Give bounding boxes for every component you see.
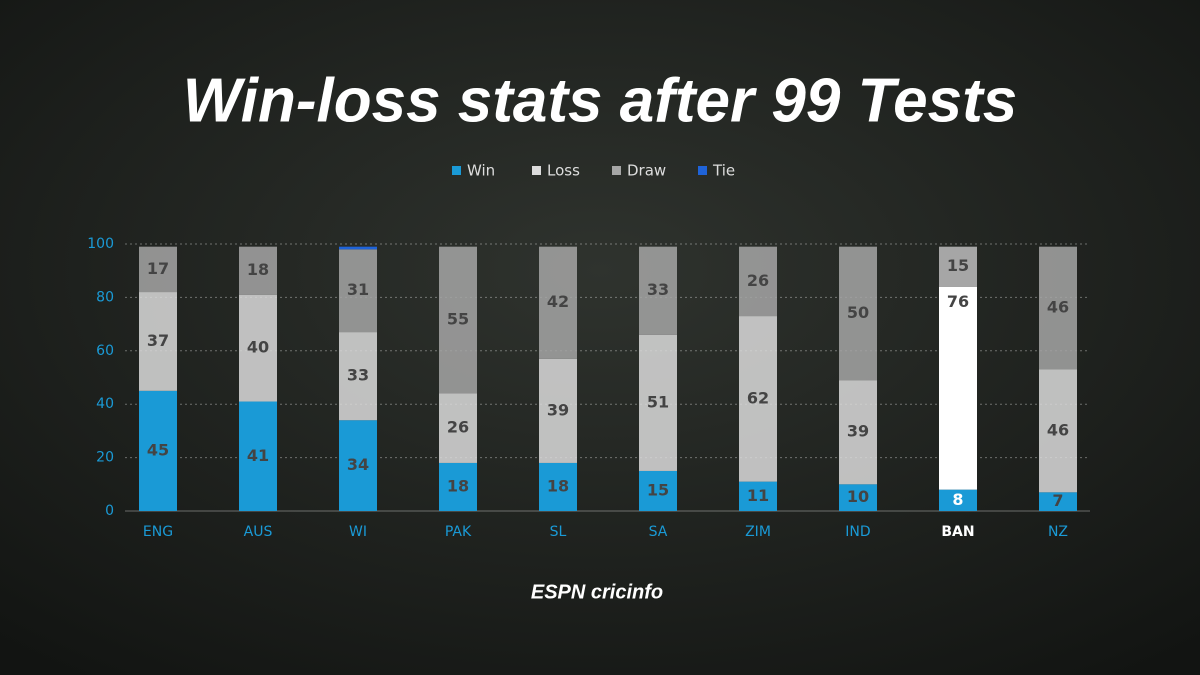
bar-segment: [1039, 492, 1077, 511]
bar-segment: [1039, 369, 1077, 493]
bar-segment: [439, 462, 477, 511]
y-tick-label: 0: [105, 503, 114, 519]
bar-segment: [939, 286, 977, 490]
bar-segment: [139, 292, 177, 391]
x-tick-label: PAK: [445, 524, 472, 540]
bar-segment: [339, 420, 377, 511]
data-label: 17: [147, 259, 169, 278]
bar-segment: [839, 484, 877, 511]
data-label: 31: [347, 280, 369, 299]
legend-swatch: [612, 166, 621, 175]
data-label: 18: [247, 260, 269, 279]
bar-segment: [539, 358, 577, 463]
bar-segment: [839, 380, 877, 485]
data-label: 76: [947, 292, 969, 311]
data-label: 46: [1047, 420, 1069, 439]
x-tick-label: AUS: [244, 524, 273, 540]
bar-segment: [339, 249, 377, 333]
data-label: 46: [1047, 298, 1069, 317]
data-label: 26: [747, 271, 769, 290]
bar-segment: [1039, 246, 1077, 370]
data-label: 62: [747, 388, 769, 407]
data-label: 26: [447, 418, 469, 437]
data-label: 33: [347, 366, 369, 385]
data-label: 8: [952, 490, 963, 509]
bar-segment: [239, 294, 277, 402]
bar-segment: [339, 332, 377, 421]
data-label: 42: [547, 292, 569, 311]
y-tick-label: 60: [96, 343, 114, 359]
data-label: 51: [647, 392, 669, 411]
data-label: 39: [547, 400, 569, 419]
bar-segment: [539, 462, 577, 511]
bar-segment: [339, 246, 377, 250]
data-label: 7: [1052, 491, 1063, 510]
data-label: 41: [247, 446, 269, 465]
y-tick-label: 80: [96, 289, 114, 305]
bar-segment: [439, 393, 477, 463]
data-label: 55: [447, 310, 469, 329]
data-label: 33: [647, 280, 669, 299]
bar-segment: [739, 246, 777, 317]
bar-segment: [139, 246, 177, 293]
x-tick-label: IND: [845, 524, 870, 540]
bar-segment: [639, 470, 677, 511]
data-label: 34: [347, 455, 369, 474]
legend-swatch: [452, 166, 461, 175]
data-label: 15: [947, 256, 969, 275]
data-label: 11: [747, 486, 769, 505]
data-label: 50: [847, 303, 869, 322]
data-label: 18: [547, 476, 569, 495]
x-tick-label: WI: [349, 524, 367, 540]
bar-segment: [939, 489, 977, 511]
data-label: 37: [147, 331, 169, 350]
bar-segment: [639, 334, 677, 471]
legend-label: Draw: [627, 162, 666, 180]
legend-label: Loss: [547, 162, 580, 180]
bar-segment: [239, 246, 277, 295]
bar-segment: [639, 246, 677, 335]
x-tick-label: ZIM: [745, 524, 771, 540]
data-label: 39: [847, 422, 869, 441]
brand-logo: ESPN cricinfo: [531, 581, 663, 603]
x-tick-label: NZ: [1048, 524, 1068, 540]
legend-swatch: [532, 166, 541, 175]
legend-label: Win: [467, 162, 495, 180]
bar-segment: [839, 246, 877, 381]
bar-segment: [739, 481, 777, 511]
bar-segment: [939, 246, 977, 287]
chart-title: Win-loss stats after 99 Tests: [183, 66, 1017, 135]
y-tick-label: 40: [96, 396, 114, 412]
bar-segment: [539, 246, 577, 359]
bar-segment: [439, 246, 477, 394]
bar-segment: [239, 401, 277, 511]
bar-segment: [739, 316, 777, 482]
data-label: 18: [447, 476, 469, 495]
data-label: 40: [247, 338, 269, 357]
data-label: 15: [647, 480, 669, 499]
x-tick-label: SA: [649, 524, 668, 540]
data-label: 10: [847, 487, 869, 506]
x-tick-label: ENG: [143, 524, 173, 540]
x-tick-label: SL: [550, 524, 567, 540]
y-tick-label: 100: [87, 236, 114, 252]
legend-swatch: [698, 166, 707, 175]
bar-segment: [139, 390, 177, 511]
x-tick-label: BAN: [941, 524, 974, 540]
y-tick-label: 20: [96, 450, 114, 466]
data-label: 45: [147, 440, 169, 459]
legend-label: Tie: [712, 162, 735, 180]
